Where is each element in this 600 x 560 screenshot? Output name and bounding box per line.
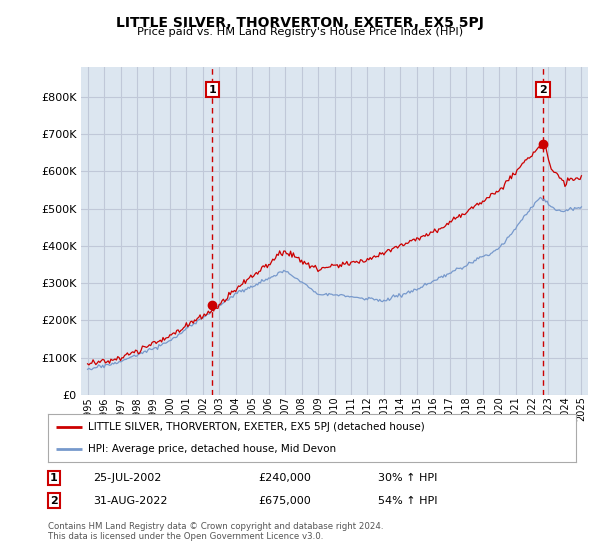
Text: HPI: Average price, detached house, Mid Devon: HPI: Average price, detached house, Mid … [88, 444, 336, 454]
Text: This data is licensed under the Open Government Licence v3.0.: This data is licensed under the Open Gov… [48, 532, 323, 541]
Text: LITTLE SILVER, THORVERTON, EXETER, EX5 5PJ (detached house): LITTLE SILVER, THORVERTON, EXETER, EX5 5… [88, 422, 424, 432]
Text: £675,000: £675,000 [258, 496, 311, 506]
Text: 30% ↑ HPI: 30% ↑ HPI [378, 473, 437, 483]
Text: Contains HM Land Registry data © Crown copyright and database right 2024.: Contains HM Land Registry data © Crown c… [48, 522, 383, 531]
Text: 1: 1 [50, 473, 58, 483]
Text: 2: 2 [50, 496, 58, 506]
Text: LITTLE SILVER, THORVERTON, EXETER, EX5 5PJ: LITTLE SILVER, THORVERTON, EXETER, EX5 5… [116, 16, 484, 30]
Text: 1: 1 [208, 85, 216, 95]
Text: £240,000: £240,000 [258, 473, 311, 483]
Text: Price paid vs. HM Land Registry's House Price Index (HPI): Price paid vs. HM Land Registry's House … [137, 27, 463, 37]
Text: 25-JUL-2002: 25-JUL-2002 [93, 473, 161, 483]
Text: 2: 2 [539, 85, 547, 95]
Text: 31-AUG-2022: 31-AUG-2022 [93, 496, 167, 506]
Text: 54% ↑ HPI: 54% ↑ HPI [378, 496, 437, 506]
